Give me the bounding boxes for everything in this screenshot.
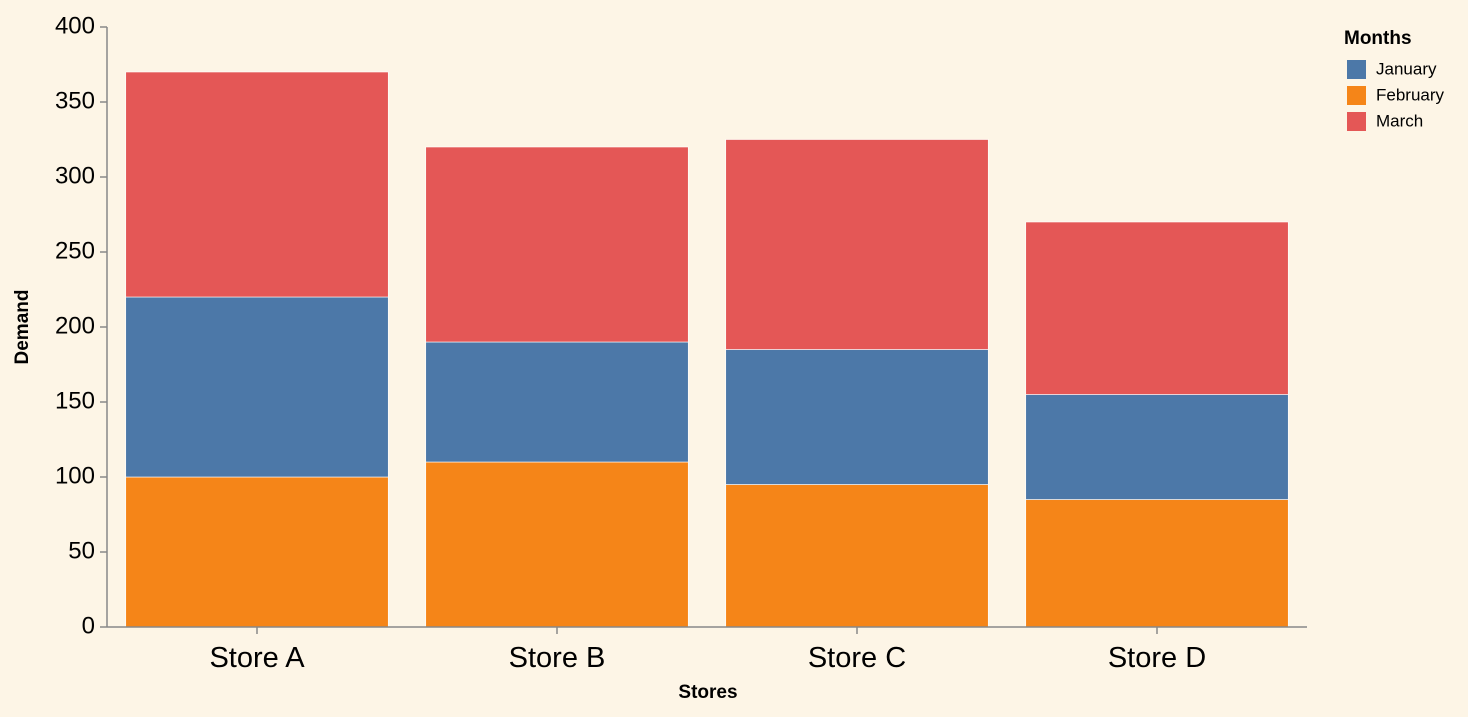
x-tick-label: Store C: [808, 642, 906, 674]
x-tick-label: Store A: [209, 642, 305, 674]
x-tick-label: Store B: [509, 642, 606, 674]
y-tick-label: 400: [55, 12, 95, 39]
y-axis-ticks: 0 50 100 150 200 250 300 350 400: [55, 12, 107, 639]
legend-entries: January February March: [1347, 59, 1445, 131]
x-tick-label: Store D: [1108, 642, 1206, 674]
bar-store-a-march: [125, 71, 389, 298]
y-tick-label: 350: [55, 87, 95, 114]
y-tick-label: 0: [82, 612, 95, 639]
legend-swatch-february: [1347, 86, 1366, 105]
bar-store-b-march: [425, 146, 689, 343]
bar-store-d-march: [1025, 221, 1289, 395]
bar-store-c-march: [725, 139, 989, 350]
bar-store-b-january: [425, 341, 689, 463]
y-tick-label: 200: [55, 312, 95, 339]
y-tick-label: 300: [55, 162, 95, 189]
y-tick-label: 50: [68, 537, 95, 564]
y-tick-label: 250: [55, 237, 95, 264]
x-axis-ticks: Store A Store B Store C Store D: [209, 627, 1206, 674]
bars-layer: [125, 71, 1289, 628]
legend-label-march: March: [1376, 111, 1423, 130]
y-tick-label: 100: [55, 462, 95, 489]
bar-store-d-january: [1025, 394, 1289, 500]
legend-label-february: February: [1376, 85, 1445, 104]
x-axis-title: Stores: [678, 682, 737, 703]
bar-store-c-january: [725, 349, 989, 485]
bar-store-d-february: [1025, 499, 1289, 628]
legend-swatch-march: [1347, 112, 1366, 131]
y-tick-label: 150: [55, 387, 95, 414]
bar-store-a-january: [125, 296, 389, 478]
legend-swatch-january: [1347, 60, 1366, 79]
legend: Months January February March: [1344, 28, 1445, 131]
bar-store-b-february: [425, 461, 689, 628]
legend-label-january: January: [1376, 59, 1437, 78]
bar-store-a-february: [125, 476, 389, 628]
y-axis-title: Demand: [12, 290, 33, 365]
bar-store-c-february: [725, 484, 989, 628]
legend-title: Months: [1344, 28, 1412, 49]
